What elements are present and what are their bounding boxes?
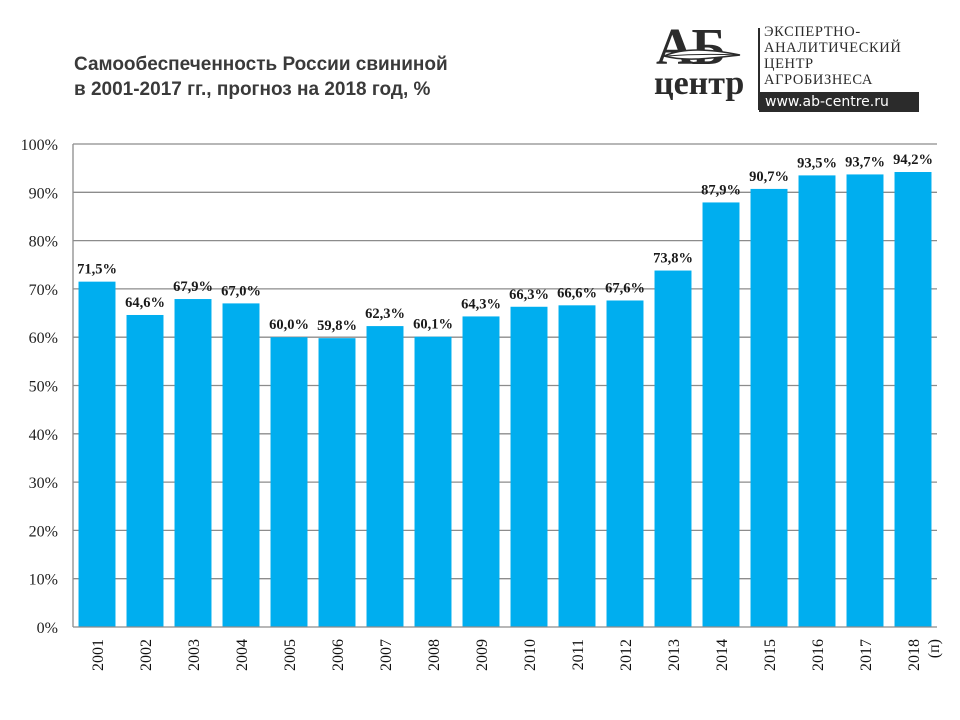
bar-2003: [174, 299, 212, 627]
bar-2009: [462, 316, 500, 627]
gridlines: [73, 143, 937, 580]
x-tick-label: 2018: [906, 639, 923, 671]
y-tick-label: 0%: [37, 620, 58, 637]
logo-mark-ab: АБ: [656, 19, 726, 76]
data-label-2007: 62,3%: [365, 306, 405, 322]
data-label-2016: 93,5%: [797, 155, 837, 171]
data-label-2015: 90,7%: [749, 169, 789, 185]
data-label-2009: 64,3%: [461, 296, 501, 312]
y-tick-label: 50%: [29, 379, 58, 396]
x-tick-label: 2001: [90, 639, 107, 671]
data-label-2010: 66,3%: [509, 287, 549, 303]
bar-2006: [318, 338, 356, 627]
bar-2014: [702, 202, 740, 627]
logo-text-line: ЦЕНТР: [764, 56, 814, 72]
data-label-2003: 67,9%: [173, 279, 213, 295]
data-label-2002: 64,6%: [125, 295, 165, 311]
y-tick-label: 30%: [29, 475, 58, 492]
data-label-2005: 60,0%: [269, 317, 309, 333]
logo-text: ЭКСПЕРТНО- АНАЛИТИЧЕСКИЙ ЦЕНТР АГРОБИЗНЕ…: [764, 24, 901, 88]
bar-2010: [510, 306, 548, 627]
bar-2015: [750, 188, 788, 627]
y-tick-label: 20%: [29, 523, 58, 540]
x-tick-label: 2014: [714, 639, 731, 671]
logo-mark-centr: центр: [654, 65, 745, 102]
bar-2016: [798, 175, 836, 627]
y-tick-label: 40%: [29, 427, 58, 444]
y-tick-label: 60%: [29, 330, 58, 347]
x-tick-label: 2004: [234, 639, 251, 671]
data-label-2011: 66,6%: [557, 285, 597, 301]
data-label-2006: 59,8%: [317, 318, 357, 334]
x-tick-label: 2007: [378, 639, 395, 671]
bar-2013: [654, 270, 692, 627]
data-label-2001: 71,5%: [77, 262, 117, 278]
y-tick-label: 10%: [29, 572, 58, 589]
bar-2008: [414, 336, 452, 627]
logo-text-line: ЭКСПЕРТНО-: [764, 24, 861, 40]
x-tick-label: 2013: [666, 639, 683, 671]
x-tick-label: 2011: [570, 639, 587, 670]
bars: [78, 172, 932, 628]
leaf-icon: [662, 49, 741, 60]
logo-text-line: АНАЛИТИЧЕСКИЙ: [764, 40, 902, 56]
data-label-2018: 94,2%: [893, 152, 933, 168]
bar-2011: [558, 305, 596, 627]
data-label-2013: 73,8%: [653, 251, 693, 267]
data-label-2004: 67,0%: [221, 283, 261, 299]
x-tick-label: 2012: [618, 639, 635, 671]
y-tick-label: 90%: [29, 185, 58, 202]
x-tick-label: 2006: [330, 639, 347, 671]
y-tick-label: 100%: [21, 137, 58, 154]
logo-divider: [758, 28, 760, 110]
data-labels: 71,5% 64,6% 67,9% 67,0% 60,0% 59,8% 62,3% 60,1%…: [77, 152, 933, 334]
x-axis-ticks: 2001 2002 2003 2004 2005 2006 2007 2008 2009 2010…: [90, 639, 943, 671]
bar-2007: [366, 326, 404, 627]
axes: [72, 144, 937, 628]
y-tick-label: 80%: [29, 234, 58, 251]
bar-2018: [894, 172, 932, 628]
x-tick-label: 2010: [522, 639, 539, 671]
x-tick-label: 2003: [186, 639, 203, 671]
data-label-2008: 60,1%: [413, 317, 453, 333]
x-tick-label: 2008: [426, 639, 443, 671]
bar-2012: [606, 300, 644, 627]
x-tick-label: 2002: [138, 639, 155, 671]
data-label-2014: 87,9%: [701, 182, 741, 198]
x-tick-label: 2009: [474, 639, 491, 671]
logo-url: www.ab-centre.ru: [759, 92, 919, 112]
chart-title-line-2: в 2001-2017 гг., прогноз на 2018 год, %: [74, 79, 431, 100]
chart-title-line-1: Самообеспеченность России свининой: [74, 54, 448, 75]
logo-text-line: АГРОБИЗНЕСА: [764, 72, 873, 88]
x-tick-label: 2015: [762, 639, 779, 671]
x-tick-suffix: (п): [926, 639, 943, 658]
bar-2002: [126, 314, 164, 627]
x-tick-label: 2017: [858, 639, 875, 671]
bar-2004: [222, 303, 260, 627]
y-tick-label: 70%: [29, 282, 58, 299]
data-label-2012: 67,6%: [605, 280, 645, 296]
bar-2017: [846, 174, 884, 627]
bar-2005: [270, 337, 308, 627]
chart-title: Самообеспеченность России свининой в 200…: [74, 52, 448, 102]
data-label-2017: 93,7%: [845, 154, 885, 170]
y-axis-ticks: 0% 10% 20% 30% 40% 50% 60% 70% 80% 90% 100%: [21, 137, 58, 637]
x-tick-label: 2005: [282, 639, 299, 671]
x-tick-label: 2016: [810, 639, 827, 671]
ab-centre-logo: АБ центр ЭКСПЕРТНО- АНАЛИТИЧЕСКИЙ ЦЕНТР …: [652, 22, 932, 114]
bar-2001: [78, 281, 116, 627]
